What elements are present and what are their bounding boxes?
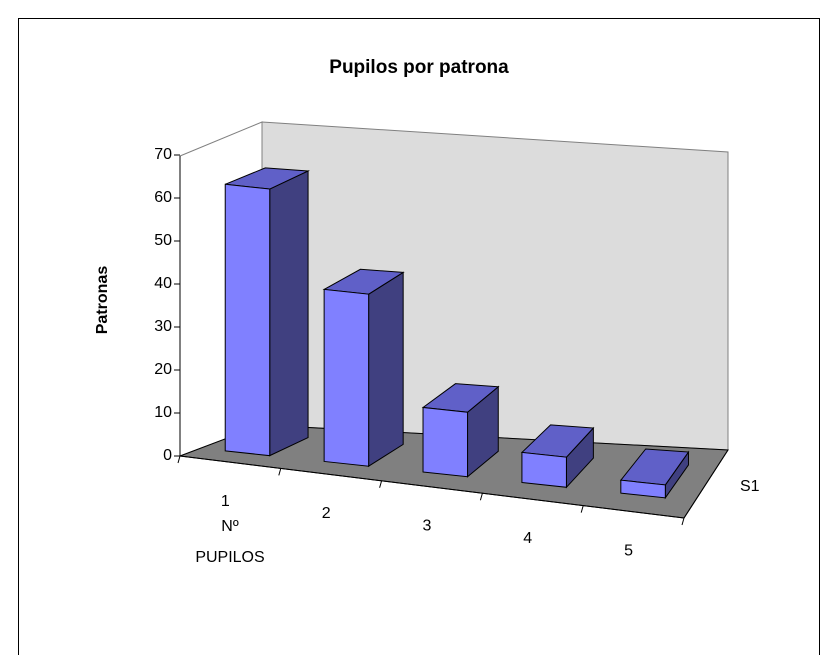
x-tick bbox=[479, 493, 483, 501]
bar-side bbox=[368, 271, 404, 468]
x-title: Nº PUPILOS bbox=[195, 518, 265, 566]
y-title: Patronas bbox=[94, 266, 111, 335]
x-tick-label: 2 bbox=[322, 505, 331, 522]
bar-front bbox=[224, 183, 271, 457]
legend-label: S1 bbox=[740, 478, 760, 495]
bar-side bbox=[269, 170, 309, 457]
bar-front bbox=[422, 406, 469, 478]
y-tick-label: 10 bbox=[154, 404, 172, 421]
bar bbox=[619, 448, 690, 500]
x-tick-label: 5 bbox=[624, 542, 633, 559]
depth-axis bbox=[683, 449, 729, 519]
y-tick-label: 60 bbox=[154, 189, 172, 206]
y-tick-label: 50 bbox=[154, 232, 172, 249]
x-axis bbox=[179, 455, 685, 519]
x-tick-label: 4 bbox=[523, 530, 532, 547]
x-tick-label: 1 bbox=[221, 493, 230, 510]
bar-front bbox=[323, 288, 370, 467]
x-tick bbox=[278, 468, 282, 476]
bar bbox=[322, 268, 405, 468]
bar bbox=[224, 167, 311, 457]
bar bbox=[421, 383, 500, 478]
y-tick-label: 30 bbox=[154, 318, 172, 335]
bar-front bbox=[620, 479, 666, 499]
y-tick-label: 70 bbox=[154, 146, 172, 163]
x-tick bbox=[580, 505, 584, 513]
bar bbox=[520, 424, 595, 489]
x-tick-label: 3 bbox=[423, 518, 432, 535]
y-tick-label: 20 bbox=[154, 361, 172, 378]
y-tick-label: 40 bbox=[154, 275, 172, 292]
x-tick bbox=[681, 517, 685, 526]
chart-title: Pupilos por patrona bbox=[329, 57, 509, 78]
x-tick bbox=[379, 480, 383, 488]
y-tick-label: 0 bbox=[163, 447, 172, 464]
bar-front bbox=[521, 451, 567, 488]
x-tick bbox=[177, 455, 181, 464]
